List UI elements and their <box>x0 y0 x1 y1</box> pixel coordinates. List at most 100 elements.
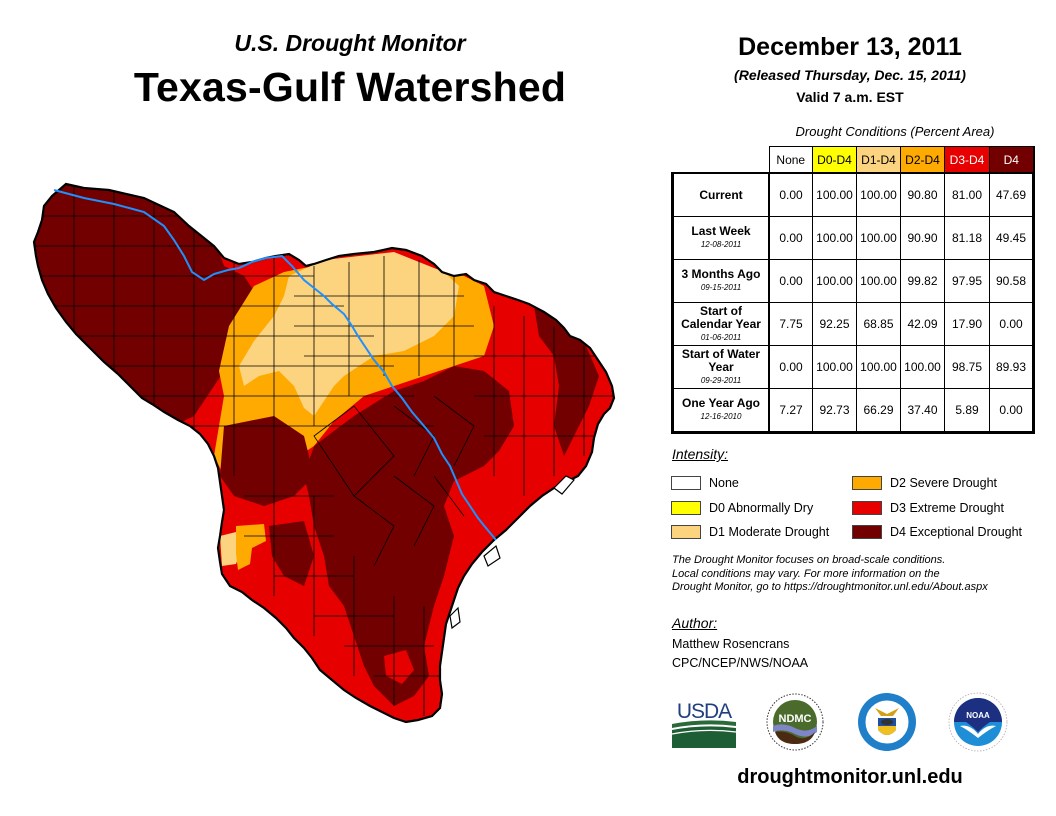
coastal-bays <box>449 475 575 630</box>
table-row: Start of Calendar Year 01-06-2011 7.75 92.2… <box>671 302 1035 346</box>
table-cell: 47.69 <box>989 172 1035 217</box>
release-date: (Released Thursday, Dec. 15, 2011) <box>734 67 966 83</box>
site-url[interactable]: droughtmonitor.unl.edu <box>737 766 963 788</box>
river <box>53 189 497 541</box>
disclaimer-line: Local conditions may vary. For more info… <box>672 567 940 580</box>
d4-area-south-valley <box>269 521 314 586</box>
disclaimer-text: The Drought Monitor focuses on broad-sca… <box>672 554 1042 595</box>
author-title: Author: <box>672 615 718 631</box>
table-cell: 68.85 <box>856 302 901 346</box>
commerce-logo <box>858 693 916 751</box>
table-cell: 100.00 <box>856 216 901 260</box>
table-cell: 100.00 <box>856 345 901 389</box>
table-cell: 17.90 <box>944 302 990 346</box>
table-cell: 0.00 <box>768 172 813 217</box>
legend-swatch <box>852 500 882 515</box>
row-label-text: 3 Months Ago <box>681 267 761 281</box>
row-label-text: Last Week <box>691 224 751 238</box>
table-cell: 42.09 <box>900 302 945 346</box>
row-label-date: 12-16-2010 <box>700 412 742 421</box>
table-row: 3 Months Ago 09-15-2011 0.00 100.00 100.00 99… <box>671 259 1035 303</box>
row-label-date: 12-08-2011 <box>700 240 742 249</box>
table-row: Last Week 12-08-2011 0.00 100.00 100.00 90.90… <box>671 216 1035 260</box>
col-header-d1-d4: D1-D4 <box>856 146 901 174</box>
legend-label: D1 Moderate Drought <box>709 525 830 540</box>
row-label-text: One Year Ago <box>681 396 761 410</box>
table-cell: 0.00 <box>768 345 813 389</box>
ndmc-logo-text: NDMC <box>779 713 812 725</box>
legend-item: D1 Moderate Drought <box>671 520 829 545</box>
row-label: Start of Calendar Year 01-06-2011 <box>671 302 770 346</box>
col-header-none: None <box>768 146 813 174</box>
noaa-logo: NOAA <box>948 692 1008 752</box>
drought-map <box>32 182 616 724</box>
table-cell: 7.27 <box>768 388 813 434</box>
col-header-d2-d4: D2-D4 <box>900 146 945 174</box>
row-label-date: 09-15-2011 <box>700 283 742 292</box>
row-label: Current <box>671 172 770 217</box>
table-cell: 0.00 <box>768 216 813 260</box>
row-label: 3 Months Ago 09-15-2011 <box>671 259 770 303</box>
table-cell: 90.80 <box>900 172 945 217</box>
table-caption: Drought Conditions (Percent Area) <box>795 124 995 139</box>
row-label-text: Current <box>699 187 743 202</box>
col-header-d3-d4: D3-D4 <box>944 146 990 174</box>
map-date: December 13, 2011 <box>738 33 962 61</box>
valid-time: Valid 7 a.m. EST <box>796 89 904 105</box>
col-header-d4: D4 <box>989 146 1035 174</box>
table-cell: 89.93 <box>989 345 1035 389</box>
legend-item: None <box>671 471 829 496</box>
table-cell: 81.00 <box>944 172 990 217</box>
legend-swatch <box>671 525 701 540</box>
table-cell: 97.95 <box>944 259 990 303</box>
row-label-text: Start of Calendar Year <box>681 303 761 331</box>
table-cell: 37.40 <box>900 388 945 434</box>
d2-area-southwest <box>236 524 266 570</box>
legend-item: D4 Exceptional Drought <box>852 520 1022 545</box>
map-title: Texas-Gulf Watershed <box>133 64 567 110</box>
legend-label: D0 Abnormally Dry <box>709 500 814 515</box>
legend-title: Intensity: <box>672 446 729 462</box>
table-cell: 0.00 <box>989 302 1035 346</box>
table-cell: 90.90 <box>900 216 945 260</box>
row-label: One Year Ago 12-16-2010 <box>671 388 770 434</box>
county-boundaries <box>34 184 614 716</box>
table-cell: 92.73 <box>812 388 857 434</box>
col-header-d0-d4: D0-D4 <box>812 146 857 174</box>
row-label-date: 01-06-2011 <box>700 332 742 342</box>
ndmc-logo: NDMC <box>766 693 824 751</box>
drought-conditions-table: None D0-D4 D1-D4 D2-D4 D3-D4 D4 Current 0… <box>671 146 1035 434</box>
legend-label: D3 Extreme Drought <box>890 500 1004 515</box>
row-label: Last Week 12-08-2011 <box>671 216 770 260</box>
table-cell: 100.00 <box>856 259 901 303</box>
author-org: CPC/NCEP/NWS/NOAA <box>672 656 809 670</box>
table-cell: 100.00 <box>812 259 857 303</box>
table-header-blank <box>672 146 769 174</box>
table-cell: 98.75 <box>944 345 990 389</box>
legend-item: D3 Extreme Drought <box>852 496 1022 521</box>
legend-swatch <box>671 500 701 515</box>
table-cell: 7.75 <box>768 302 813 346</box>
legend-label: D2 Severe Drought <box>890 476 998 491</box>
table-cell: 92.25 <box>812 302 857 346</box>
table-cell: 0.00 <box>768 259 813 303</box>
legend-item: D0 Abnormally Dry <box>671 496 829 521</box>
table-row: One Year Ago 12-16-2010 7.27 92.73 66.29 37.4… <box>671 388 1035 434</box>
legend-label: None <box>709 476 739 491</box>
legend-swatch <box>852 525 882 540</box>
legend-item: D2 Severe Drought <box>852 471 1022 496</box>
table-cell: 100.00 <box>812 172 857 217</box>
drought-areas <box>34 184 614 722</box>
table-row: Start of Water Year 09-29-2011 0.00 100.00 1… <box>671 345 1035 389</box>
table-cell: 90.58 <box>989 259 1035 303</box>
author-name: Matthew Rosencrans <box>672 637 790 651</box>
table-cell: 100.00 <box>900 345 945 389</box>
table-cell: 5.89 <box>944 388 990 434</box>
table-cell: 81.18 <box>944 216 990 260</box>
table-cell: 49.45 <box>989 216 1035 260</box>
map-subtitle: U.S. Drought Monitor <box>234 30 466 56</box>
table-row: Current 0.00 100.00 100.00 90.80 81.00 47.69 <box>671 172 1035 217</box>
legend-swatch <box>852 476 882 491</box>
d4-area-southwest <box>220 416 314 506</box>
table-cell: 66.29 <box>856 388 901 434</box>
